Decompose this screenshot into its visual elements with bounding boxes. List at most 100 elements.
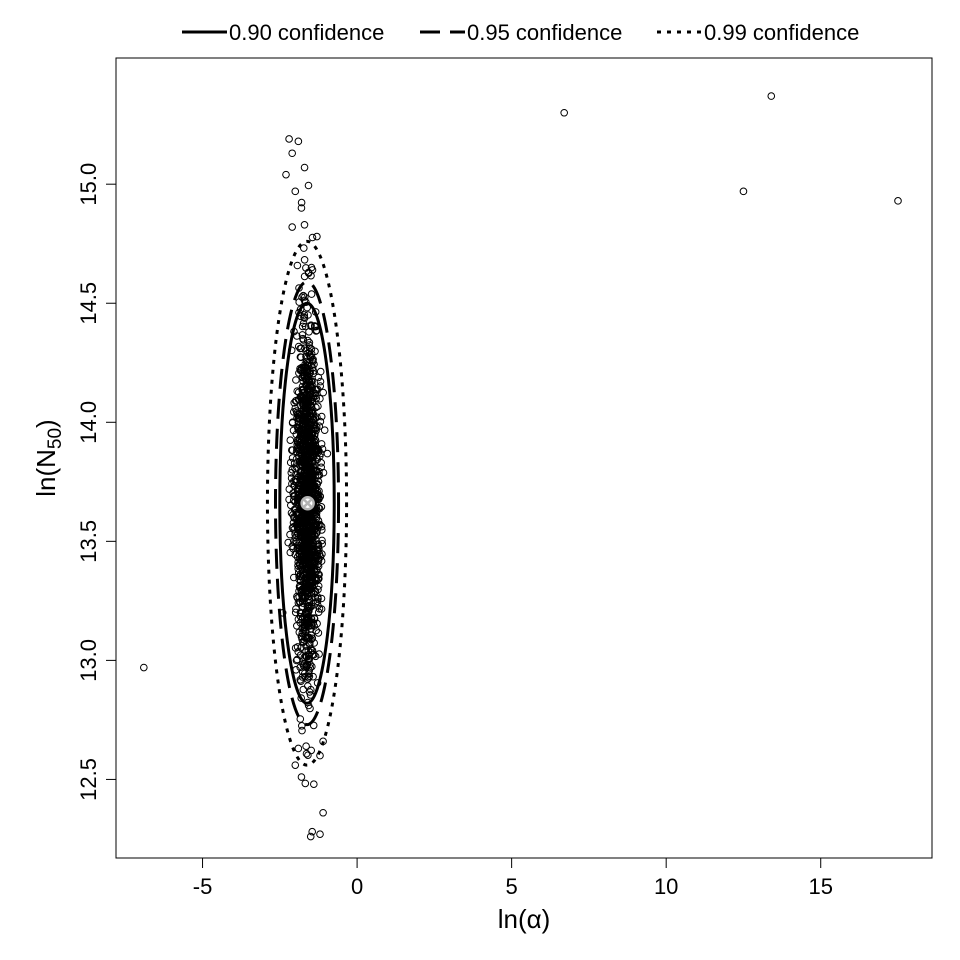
bootstrap-point bbox=[307, 447, 316, 455]
bootstrap-point bbox=[301, 558, 309, 566]
y-tick-label: 13.0 bbox=[76, 639, 101, 682]
bootstrap-point bbox=[297, 586, 306, 595]
bootstrap-point bbox=[298, 545, 307, 553]
bootstrap-point bbox=[309, 357, 317, 366]
bootstrap-point bbox=[297, 353, 305, 362]
bootstrap-point bbox=[293, 494, 302, 503]
data-point bbox=[294, 137, 303, 146]
bootstrap-point bbox=[310, 322, 319, 330]
bootstrap-point bbox=[307, 685, 315, 694]
point-estimate-marker bbox=[300, 495, 315, 511]
bootstrap-point bbox=[286, 458, 295, 467]
legend-label: 0.95 confidence bbox=[467, 20, 622, 45]
bootstrap-point bbox=[317, 605, 326, 613]
bootstrap-point bbox=[303, 475, 312, 484]
bootstrap-point bbox=[290, 477, 298, 486]
x-axis: -5 0 5 10 15 bbox=[193, 857, 833, 899]
bootstrap-point bbox=[303, 336, 312, 345]
bootstrap-point bbox=[301, 388, 309, 396]
x-tick-label: 0 bbox=[351, 874, 363, 899]
bootstrap-point bbox=[302, 451, 310, 460]
bootstrap-point bbox=[305, 652, 313, 660]
y-tick-label: 13.5 bbox=[76, 520, 101, 563]
bootstrap-point bbox=[299, 685, 308, 694]
bootstrap-point bbox=[300, 429, 309, 438]
bootstrap-point bbox=[303, 546, 312, 555]
bootstrap-point bbox=[305, 465, 314, 474]
x-tick-label: 5 bbox=[506, 874, 518, 899]
bootstrap-point bbox=[288, 454, 297, 462]
bootstrap-point bbox=[318, 445, 327, 453]
bootstrap-point bbox=[320, 426, 329, 435]
data-point bbox=[291, 187, 300, 196]
bootstrap-point bbox=[319, 388, 328, 397]
bootstrap-point bbox=[302, 652, 311, 661]
legend-item: 0.90 confidence bbox=[182, 20, 384, 45]
confidence-ellipse-0-9 bbox=[278, 301, 336, 705]
bootstrap-point bbox=[298, 722, 306, 730]
bootstrap-point bbox=[311, 414, 319, 422]
data-point bbox=[316, 830, 324, 838]
bootstrap-point bbox=[314, 575, 323, 583]
bootstrap-point bbox=[305, 598, 313, 607]
bootstrap-point bbox=[296, 608, 305, 617]
bootstrap-point bbox=[310, 464, 319, 472]
bootstrap-point bbox=[300, 244, 308, 252]
legend-label: 0.99 confidence bbox=[704, 20, 859, 45]
bootstrap-point bbox=[310, 614, 319, 622]
outlier-points bbox=[140, 92, 902, 841]
bootstrap-point bbox=[305, 538, 314, 546]
bootstrap-point bbox=[314, 402, 322, 411]
bootstrap-point bbox=[291, 530, 299, 538]
bootstrap-point bbox=[307, 420, 315, 428]
bootstrap-point bbox=[297, 447, 306, 455]
bootstrap-point bbox=[310, 421, 319, 430]
bootstrap-point bbox=[290, 573, 298, 582]
bootstrap-point bbox=[308, 459, 317, 468]
bootstrap-point bbox=[294, 410, 302, 419]
bootstrap-point bbox=[292, 376, 300, 384]
bootstrap-point bbox=[298, 726, 306, 735]
bootstrap-point bbox=[295, 298, 304, 306]
bootstrap-point bbox=[301, 779, 310, 788]
bootstrap-point bbox=[288, 419, 297, 427]
bootstrap-point bbox=[307, 271, 315, 280]
bootstrap-point bbox=[298, 452, 307, 460]
bootstrap-point bbox=[298, 420, 307, 429]
bootstrap-point bbox=[299, 363, 308, 372]
bootstrap-point bbox=[294, 529, 302, 538]
bootstrap-point bbox=[306, 585, 315, 593]
bootstrap-point bbox=[304, 396, 313, 404]
bootstrap-point bbox=[305, 341, 313, 349]
bootstrap-point bbox=[302, 617, 311, 625]
bootstrap-point bbox=[305, 390, 314, 399]
bootstrap-point bbox=[305, 369, 313, 378]
bootstrap-point bbox=[296, 715, 305, 723]
bootstrap-point bbox=[307, 290, 316, 298]
bootstrap-point bbox=[305, 633, 314, 642]
bootstrap-point bbox=[299, 319, 308, 328]
confidence-ellipse-0-95 bbox=[273, 280, 341, 727]
data-point bbox=[300, 163, 309, 172]
bootstrap-point bbox=[293, 261, 302, 270]
y-tick-label: 12.5 bbox=[76, 758, 101, 801]
bootstrap-point bbox=[309, 672, 317, 681]
y-tick-label: 15.0 bbox=[76, 163, 101, 206]
y-axis-title-subscript: 50 bbox=[45, 428, 66, 449]
data-point bbox=[313, 232, 321, 241]
bootstrap-point bbox=[308, 546, 316, 554]
bootstrap-point bbox=[297, 430, 306, 439]
bootstrap-point bbox=[300, 256, 309, 264]
bootstrap-point bbox=[310, 557, 319, 566]
bootstrap-point bbox=[307, 350, 316, 358]
x-tick-label: 10 bbox=[654, 874, 678, 899]
bootstrap-point bbox=[290, 537, 298, 546]
y-axis: 12.5 13.0 13.5 14.0 14.5 15.0 bbox=[76, 163, 117, 801]
data-point bbox=[297, 204, 306, 212]
bootstrap-point bbox=[306, 421, 314, 429]
bootstrap-point bbox=[298, 363, 306, 372]
bootstrap-point bbox=[308, 456, 317, 465]
data-point bbox=[310, 780, 318, 788]
bootstrap-point-cloud bbox=[278, 181, 332, 836]
bootstrap-point bbox=[299, 554, 308, 563]
